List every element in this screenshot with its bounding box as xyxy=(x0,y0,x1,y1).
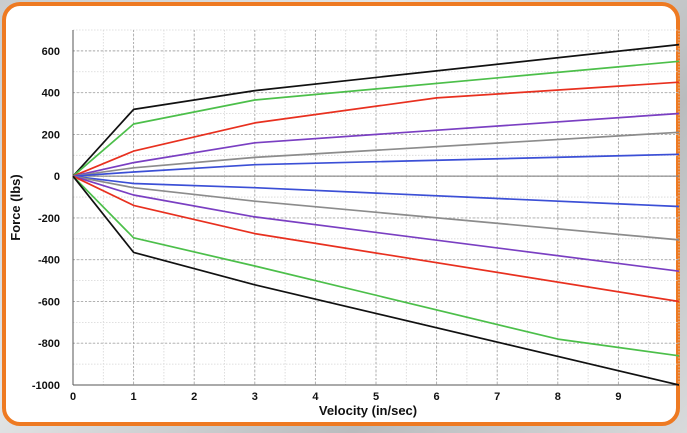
series-line-10 xyxy=(72,175,680,303)
x-tick-label: 9 xyxy=(615,391,621,403)
series-line-11 xyxy=(72,175,680,357)
series-line-12 xyxy=(72,175,680,386)
y-tick-label: 0 xyxy=(54,171,60,183)
x-tick-label: 7 xyxy=(494,391,500,403)
x-tick-label: 5 xyxy=(373,391,379,403)
series-line-1 xyxy=(72,43,680,177)
series-line-3 xyxy=(72,81,680,177)
series-line-9 xyxy=(72,175,680,273)
x-axis-title: Velocity (in/sec) xyxy=(319,403,417,418)
series-line-8 xyxy=(72,175,680,241)
y-tick-label: -200 xyxy=(38,213,60,225)
x-tick-label: 4 xyxy=(312,391,319,403)
series-line-6 xyxy=(72,153,680,178)
x-tick-label: 6 xyxy=(434,391,440,403)
series-lines xyxy=(72,43,680,386)
y-tick-label: -400 xyxy=(38,255,60,267)
axes xyxy=(72,30,679,386)
y-axis-title: Force (lbs) xyxy=(8,174,23,240)
series-line-5 xyxy=(72,131,680,178)
x-tick-label: 1 xyxy=(131,391,137,403)
y-tick-label: 200 xyxy=(42,129,60,141)
x-tick-labels: 0 1 2 3 4 5 6 7 8 9 xyxy=(70,391,622,403)
y-tick-label: 600 xyxy=(42,46,60,58)
y-tick-label: -600 xyxy=(38,296,60,308)
x-tick-label: 8 xyxy=(555,391,561,403)
x-tick-label: 2 xyxy=(191,391,197,403)
chart-frame xyxy=(2,2,680,426)
series-line-7 xyxy=(72,175,680,208)
series-line-2 xyxy=(72,60,680,177)
y-tick-label: -1000 xyxy=(32,380,60,392)
x-tick-label: 0 xyxy=(70,391,76,403)
series-line-4 xyxy=(72,112,680,178)
x-tick-label: 3 xyxy=(252,391,258,403)
y-tick-label: 400 xyxy=(42,88,60,100)
y-tick-labels: 600 400 200 0 -200 -400 -600 -800 -1000 xyxy=(32,46,60,392)
y-tick-label: -800 xyxy=(38,338,60,350)
